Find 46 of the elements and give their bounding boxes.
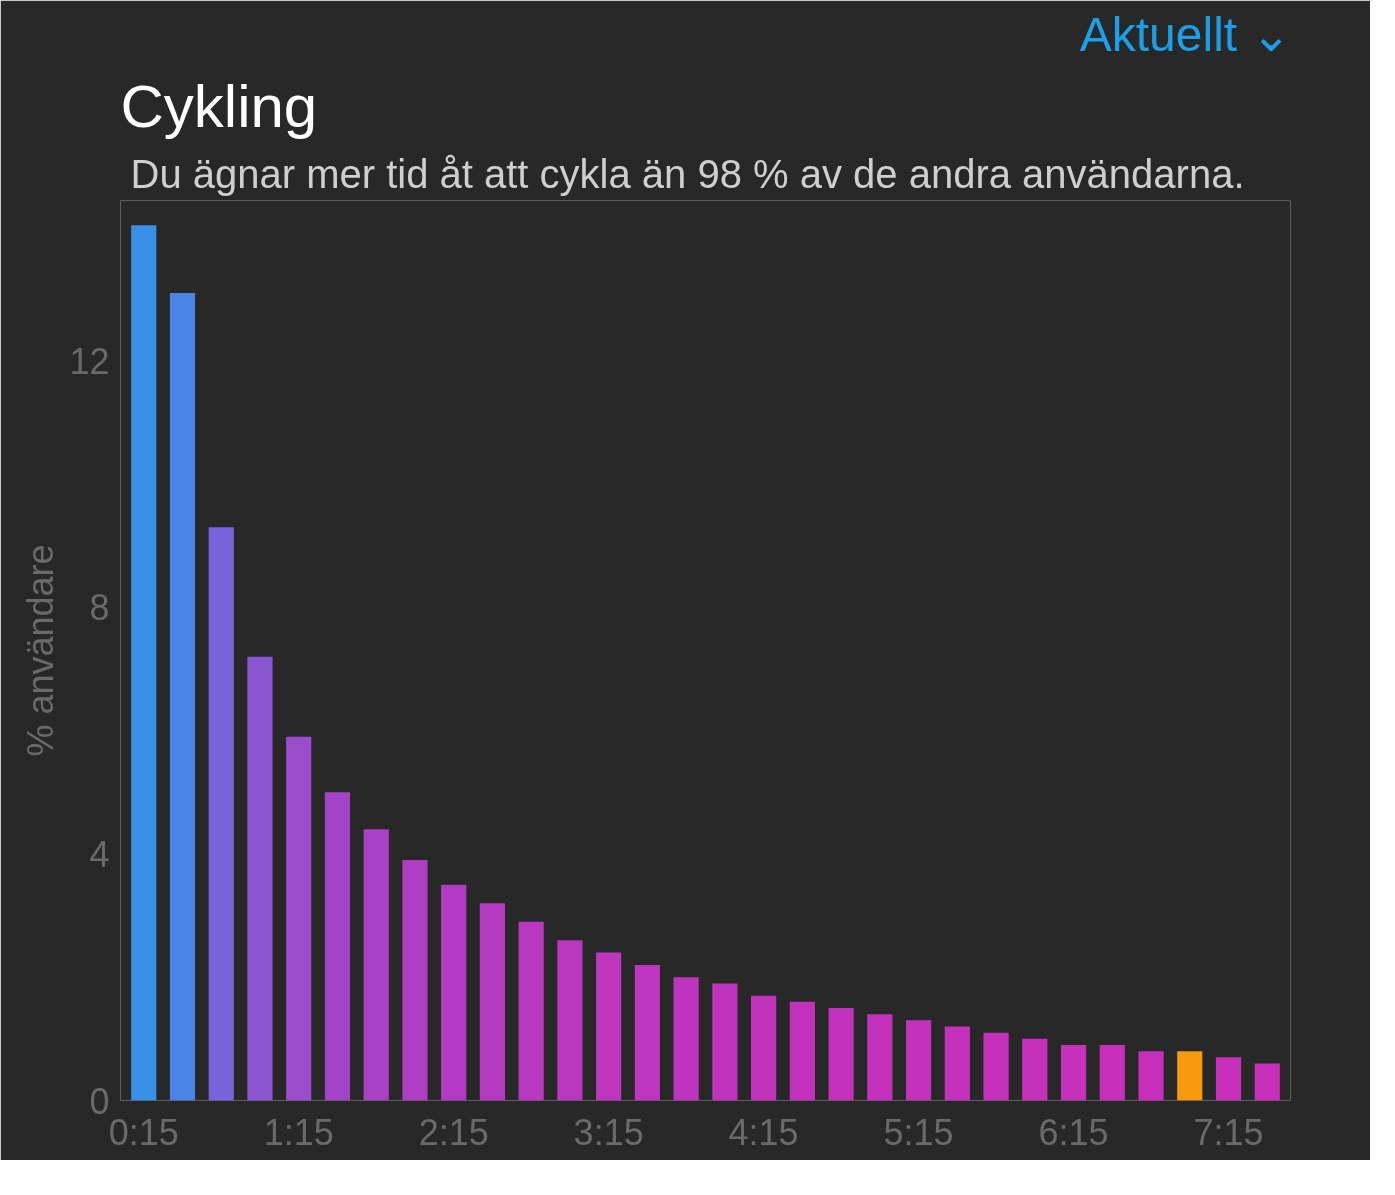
bar bbox=[441, 884, 467, 1101]
bar bbox=[751, 995, 777, 1101]
y-axis-title: % användare bbox=[20, 544, 62, 757]
bar bbox=[789, 1001, 815, 1101]
bar bbox=[1215, 1057, 1242, 1101]
x-tick-label: 1:15 bbox=[263, 1111, 334, 1153]
x-tick-label: 5:15 bbox=[883, 1111, 954, 1153]
bar bbox=[557, 940, 583, 1101]
bar bbox=[1099, 1045, 1125, 1101]
bar bbox=[828, 1008, 854, 1101]
bar bbox=[712, 983, 738, 1101]
bar bbox=[247, 656, 273, 1101]
x-tick-label: 2:15 bbox=[418, 1111, 489, 1153]
bar bbox=[1138, 1051, 1164, 1101]
bar bbox=[673, 977, 699, 1101]
bar bbox=[131, 225, 157, 1101]
bar bbox=[983, 1032, 1009, 1101]
bar bbox=[1177, 1051, 1203, 1101]
bar bbox=[867, 1014, 893, 1101]
y-tick-label: 0 bbox=[89, 1080, 110, 1122]
x-tick-label: 6:15 bbox=[1038, 1111, 1109, 1153]
x-tick-label: 0:15 bbox=[108, 1111, 179, 1153]
chart-title: Cykling bbox=[120, 72, 318, 140]
bar bbox=[363, 829, 389, 1101]
bar bbox=[518, 921, 544, 1101]
bar bbox=[944, 1026, 970, 1101]
x-tick-label: 4:15 bbox=[728, 1111, 799, 1153]
text: Aktuellt ⌄ bbox=[1079, 7, 1291, 61]
bar bbox=[286, 736, 312, 1101]
y-tick-label: 12 bbox=[69, 340, 110, 382]
chart-subtitle: Du ägnar mer tid åt att cykla än 98 % av de andra användarna. bbox=[130, 151, 1245, 196]
bar bbox=[169, 292, 196, 1101]
bar bbox=[208, 527, 234, 1101]
y-tick-label: 8 bbox=[89, 587, 110, 629]
bar bbox=[324, 792, 351, 1101]
bar bbox=[1060, 1045, 1087, 1101]
bar bbox=[905, 1020, 932, 1101]
x-tick-label: 3:15 bbox=[573, 1111, 644, 1153]
bar bbox=[479, 903, 506, 1101]
bar bbox=[634, 964, 660, 1101]
y-tick-label: 4 bbox=[89, 833, 110, 875]
bar bbox=[1022, 1038, 1048, 1101]
bar bbox=[402, 860, 428, 1101]
x-tick-label: 7:15 bbox=[1193, 1111, 1264, 1153]
bar bbox=[596, 952, 622, 1101]
bar bbox=[1254, 1063, 1280, 1101]
